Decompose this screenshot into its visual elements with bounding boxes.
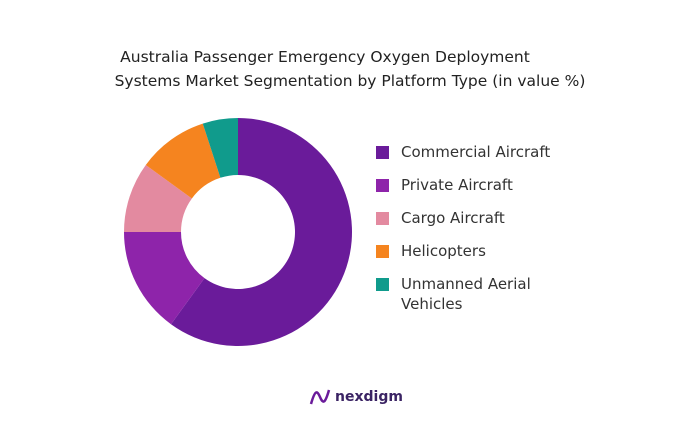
legend-item: Unmanned Aerial Vehicles <box>376 274 576 314</box>
legend-label: Helicopters <box>401 242 486 260</box>
brand-icon <box>309 389 331 405</box>
brand: nexdigm <box>309 388 403 406</box>
legend-label: Cargo Aircraft <box>401 209 505 227</box>
chart-title: Australia Passenger Emergency Oxygen Dep… <box>120 48 530 66</box>
legend-swatch <box>376 245 389 258</box>
legend-item: Commercial Aircraft <box>376 142 576 162</box>
legend-item: Helicopters <box>376 241 576 261</box>
pie-slice <box>202 118 238 178</box>
legend: Commercial Aircraft Private Aircraft Cargo… <box>376 142 576 327</box>
legend-swatch <box>376 179 389 192</box>
pie-slice <box>124 232 205 325</box>
pie-slice <box>145 123 221 199</box>
legend-swatch <box>376 146 389 159</box>
legend-label: Unmanned Aerial Vehicles <box>401 275 531 313</box>
legend-item: Private Aircraft <box>376 175 576 195</box>
legend-item: Cargo Aircraft <box>376 208 576 228</box>
brand-name: nexdigm <box>335 389 403 405</box>
pie-slice <box>170 118 352 346</box>
legend-label: Private Aircraft <box>401 176 513 194</box>
legend-label: Commercial Aircraft <box>401 143 551 161</box>
pie <box>124 118 352 346</box>
pie-slice <box>124 164 192 232</box>
chart-title: Systems Market Segmentation by Platform … <box>115 72 586 90</box>
legend-swatch <box>376 212 389 225</box>
legend-swatch <box>376 278 389 291</box>
